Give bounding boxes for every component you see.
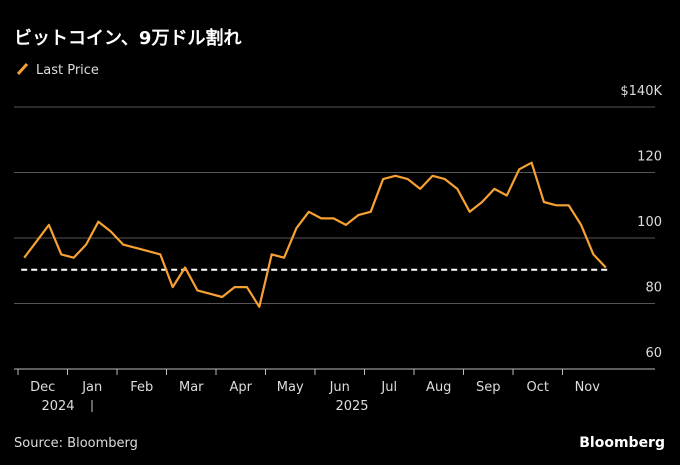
y-tick-label: 60 <box>645 346 662 361</box>
price-line <box>23 161 607 308</box>
x-tick-label: Nov <box>575 380 601 395</box>
y-tick-label: 80 <box>645 281 662 296</box>
brand: Bloomberg <box>579 435 665 451</box>
x-tick-label: Oct <box>527 380 549 395</box>
x-tick-label: May <box>277 380 304 395</box>
x-tick-label: Apr <box>230 380 253 395</box>
x-tick-label: Mar <box>179 380 204 395</box>
y-tick-label: 100 <box>637 215 662 230</box>
chart-title: ビットコイン、9万ドル割れ <box>14 27 241 49</box>
x-tick-label: Aug <box>426 380 451 395</box>
legend-label: Last Price <box>36 63 99 78</box>
x-tick-label: Jul <box>380 380 397 395</box>
y-tick-label: 120 <box>637 150 662 165</box>
x-tick-label: Dec <box>30 380 55 395</box>
source: Source: Bloomberg <box>14 436 138 451</box>
x-tick-label: Jan <box>81 380 102 395</box>
y-tick-label: $140K <box>620 84 662 99</box>
legend-swatch <box>16 62 29 76</box>
x-tick-label: Sep <box>476 380 501 395</box>
year-label: 2024 <box>41 399 74 414</box>
x-tick-label: Jun <box>329 380 350 395</box>
x-tick-label: Feb <box>130 380 153 395</box>
year-label: 2025 <box>335 399 368 414</box>
